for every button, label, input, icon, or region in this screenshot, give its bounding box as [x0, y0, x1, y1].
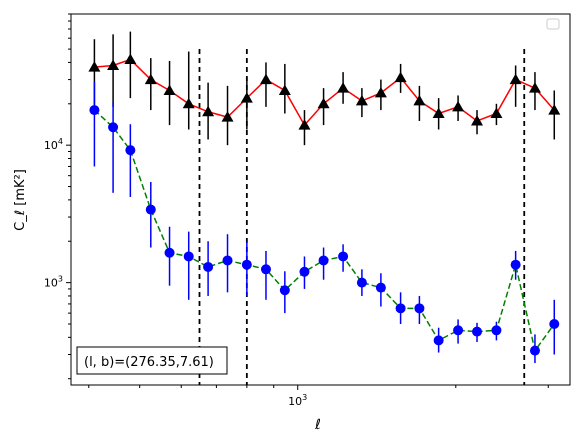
- data-point: [222, 255, 233, 266]
- data-point: [338, 251, 349, 262]
- data-point: [472, 326, 483, 337]
- annotation-box: (l, b)=(276.35,7.61): [76, 346, 228, 375]
- data-point: [413, 94, 426, 106]
- series-0: [88, 31, 561, 146]
- data-point: [453, 325, 464, 336]
- data-point: [528, 82, 541, 93]
- data-point: [548, 104, 561, 115]
- data-point: [107, 59, 120, 70]
- data-point: [183, 251, 194, 262]
- data-point: [318, 255, 329, 266]
- plot-area: [88, 31, 561, 385]
- data-point: [471, 114, 484, 126]
- y-axis-label: C_ℓ [mK²]: [13, 169, 28, 231]
- data-point: [260, 264, 271, 275]
- legend: [546, 18, 560, 30]
- data-point: [375, 282, 386, 293]
- data-point: [549, 319, 560, 330]
- data-point: [298, 119, 311, 130]
- data-point: [317, 97, 330, 109]
- data-point: [259, 73, 272, 85]
- data-point: [144, 73, 157, 85]
- annotation-frame: [76, 346, 228, 375]
- x-axis-label: ℓ: [314, 417, 321, 433]
- data-point: [491, 325, 502, 336]
- data-point: [125, 145, 136, 156]
- data-point: [241, 259, 252, 270]
- x-tick-label: 103: [288, 393, 307, 408]
- data-point: [509, 73, 522, 85]
- annotation-text: (l, b)=(276.35,7.61): [84, 355, 214, 370]
- data-point: [414, 303, 425, 314]
- data-point: [240, 92, 253, 103]
- data-point: [145, 204, 156, 215]
- data-point: [510, 259, 521, 270]
- legend-box: [546, 18, 560, 30]
- data-point: [221, 111, 234, 122]
- y-tick-label: 104: [44, 137, 63, 152]
- data-point: [452, 100, 465, 112]
- data-point: [299, 266, 310, 277]
- data-point: [164, 247, 175, 258]
- series-1: [89, 81, 560, 364]
- axis-ticks: 103 104 103: [44, 13, 549, 408]
- data-point: [356, 277, 367, 288]
- data-point: [394, 71, 407, 83]
- data-point: [124, 53, 137, 64]
- data-point: [529, 345, 540, 356]
- data-point: [89, 105, 100, 116]
- data-point: [355, 94, 368, 106]
- data-point: [203, 261, 214, 272]
- data-point: [108, 122, 119, 133]
- data-point: [432, 107, 445, 118]
- data-point: [278, 84, 291, 95]
- data-point: [490, 107, 503, 118]
- data-point: [279, 285, 290, 296]
- data-point: [88, 61, 101, 72]
- data-point: [374, 86, 387, 98]
- data-point: [395, 303, 406, 314]
- data-point: [433, 335, 444, 346]
- data-point: [163, 84, 176, 95]
- data-point: [182, 97, 195, 109]
- y-tick-label: 103: [44, 275, 63, 290]
- data-point: [202, 105, 215, 117]
- data-point: [337, 82, 350, 93]
